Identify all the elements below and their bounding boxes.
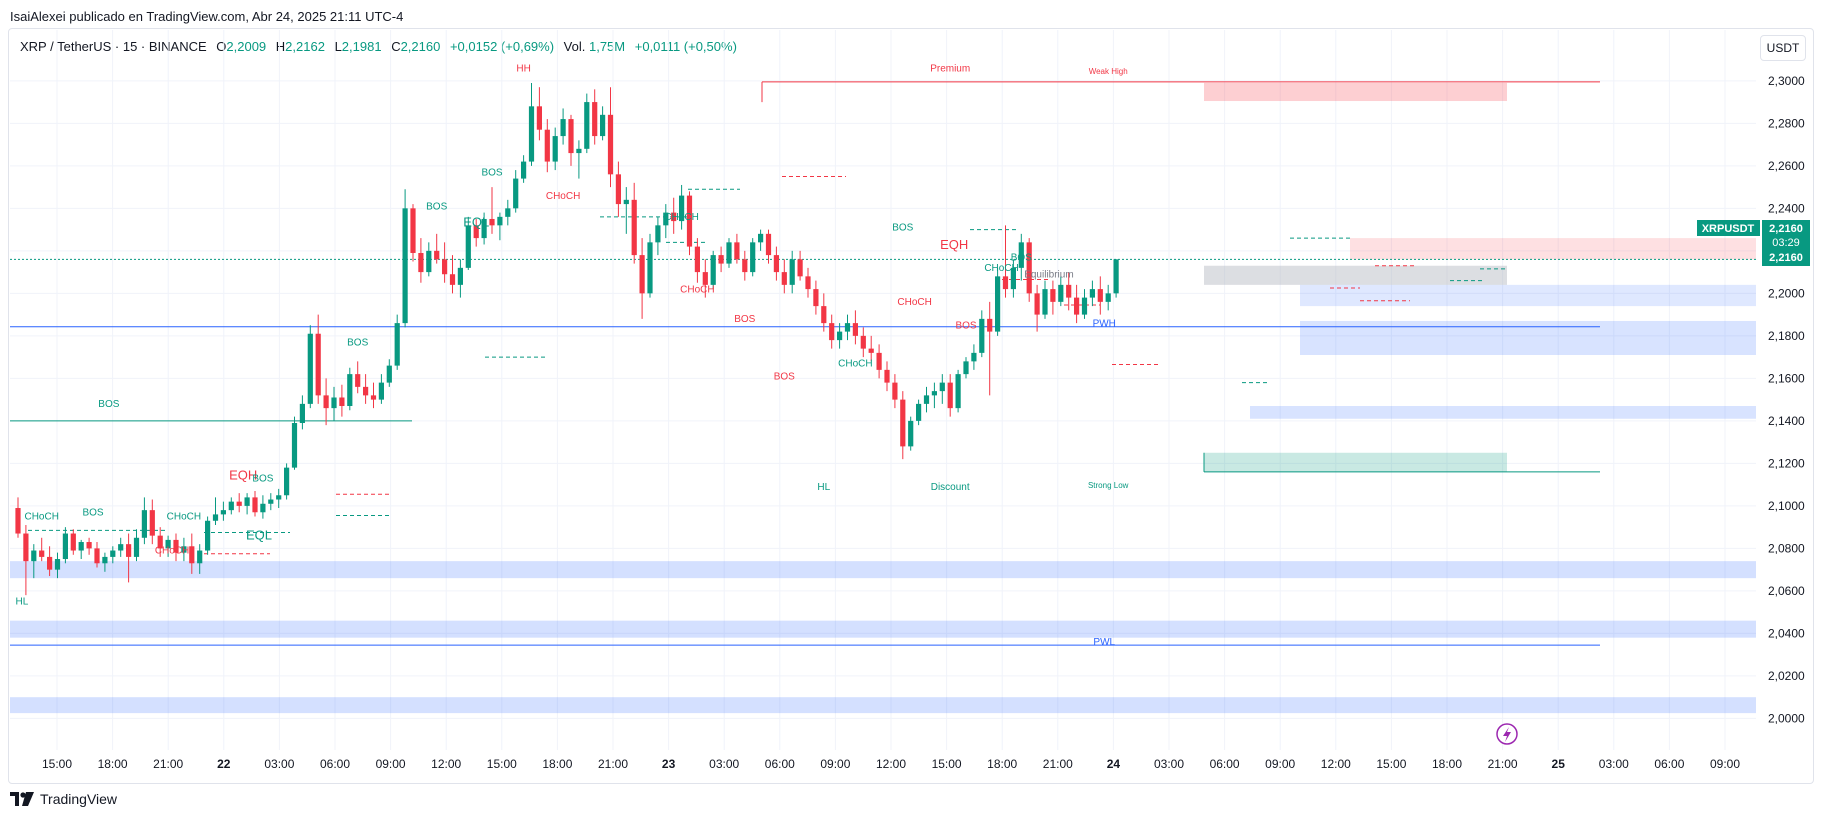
currency-button[interactable]: USDT bbox=[1760, 35, 1806, 61]
symbol-name[interactable]: XRP / TetherUS · 15 · BINANCE bbox=[20, 39, 207, 54]
volume-label: Vol. bbox=[563, 39, 586, 54]
low-label: L bbox=[334, 39, 342, 54]
volume-value: 1,75M bbox=[588, 39, 626, 54]
change-value: +0,0152 (+0,69%) bbox=[449, 39, 555, 54]
symbol-legend: XRP / TetherUS · 15 · BINANCE O2,2009 H2… bbox=[20, 39, 737, 54]
tradingview-logo-icon bbox=[10, 792, 34, 806]
open-label: O bbox=[216, 39, 227, 54]
open-value: 2,2009 bbox=[226, 39, 267, 54]
volume-change: +0,0111 (+0,50%) bbox=[634, 39, 737, 54]
brand-name: TradingView bbox=[40, 791, 118, 807]
chart-frame bbox=[8, 28, 1814, 784]
tradingview-logo[interactable]: TradingView bbox=[10, 791, 117, 807]
publish-header: IsaiAlexei publicado en TradingView.com,… bbox=[10, 9, 404, 24]
low-value: 2,1981 bbox=[341, 39, 382, 54]
high-label: H bbox=[275, 39, 286, 54]
close-label: C bbox=[391, 39, 401, 54]
close-value: 2,2160 bbox=[400, 39, 441, 54]
high-value: 2,2162 bbox=[285, 39, 325, 54]
